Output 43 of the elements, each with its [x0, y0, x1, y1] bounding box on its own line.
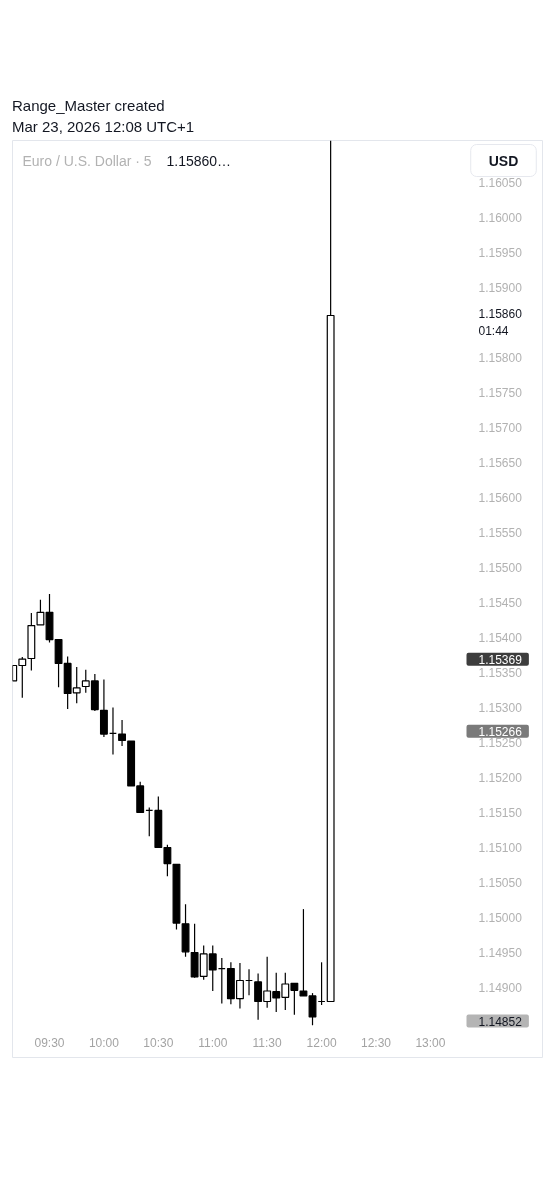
x-tick-label: 12:00 — [306, 1035, 337, 1050]
y-tick-label: 1.16000 — [478, 211, 523, 225]
y-tick-label: 1.15200 — [478, 771, 523, 785]
y-tick-label: 1.16050 — [478, 176, 523, 190]
x-tick-label: 11:00 — [198, 1035, 228, 1050]
x-tick-label: 10:00 — [88, 1035, 120, 1050]
candlestick — [99, 678, 108, 738]
annotation: 1.15369 — [478, 652, 523, 667]
y-tick-label: 1.15300 — [478, 701, 523, 715]
annotation: 1.15266 — [478, 724, 523, 739]
candlestick — [299, 908, 308, 997]
y-tick-label: 1.15350 — [478, 666, 523, 680]
y-tick-label: 1.15500 — [478, 561, 523, 575]
y-tick-label: 1.15750 — [478, 386, 523, 400]
text: Range_Master created — [12, 97, 165, 114]
y-tick-label: 1.15650 — [478, 456, 523, 470]
y-tick-label: 1.15900 — [478, 281, 523, 295]
y-tick-label: 1.14950 — [478, 946, 523, 960]
y-tick-label: 1.15800 — [478, 351, 523, 365]
x-tick-label: 10:30 — [143, 1035, 174, 1050]
y-tick-label: 1.15250 — [478, 736, 523, 750]
x-tick-label: 09:30 — [34, 1035, 65, 1050]
y-tick-label: 1.15100 — [478, 841, 523, 855]
text: 1.15860… — [166, 152, 232, 169]
y-tick-label: 1.15000 — [478, 911, 523, 925]
y-tick-label: 1.14900 — [478, 981, 523, 995]
text: Euro / U.S. Dollar · 5 — [22, 152, 152, 169]
annotation: 1.15860 01:44 — [478, 307, 523, 338]
x-tick-label: 13:00 — [415, 1035, 446, 1050]
y-tick-label: 1.15400 — [478, 631, 523, 645]
y-axis-title: USD — [488, 152, 519, 169]
candlestick — [118, 719, 127, 747]
y-tick-label: 1.15550 — [478, 526, 523, 540]
text: Mar 23, 2026 12:08 UTC+1 — [12, 118, 195, 135]
y-tick-label: 1.15600 — [478, 491, 523, 505]
y-tick-label: 1.15700 — [478, 421, 523, 435]
x-tick-label: 12:30 — [360, 1035, 392, 1050]
annotation: 1.14852 — [478, 1014, 523, 1029]
y-tick-label: 1.15950 — [478, 246, 523, 260]
y-tick-label: 1.15050 — [478, 876, 523, 890]
x-tick-label: 11:30 — [252, 1035, 283, 1050]
y-tick-label: 1.15450 — [478, 596, 523, 610]
y-tick-label: 1.15150 — [478, 806, 523, 820]
